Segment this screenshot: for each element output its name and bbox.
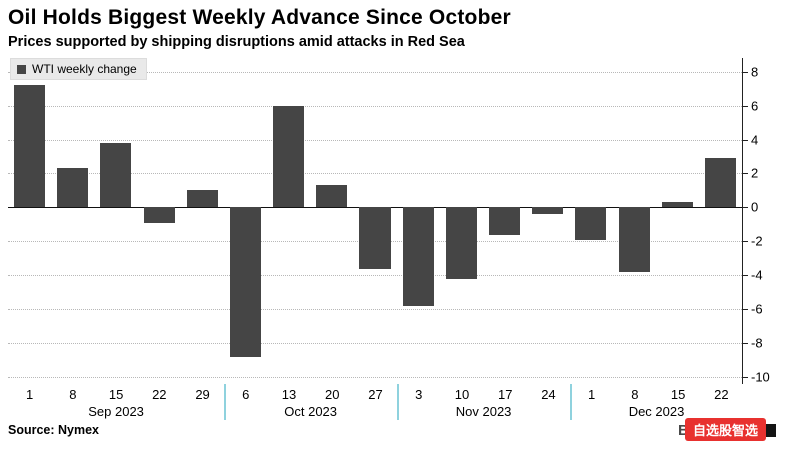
legend-swatch-icon — [17, 64, 26, 74]
y-tick-label: 4 — [751, 132, 759, 147]
bar-24-12 — [532, 207, 564, 215]
x-tick-label: 13 — [281, 387, 297, 402]
y-tickmark — [743, 309, 748, 311]
x-tick-label: 20 — [325, 387, 340, 402]
x-tick-label: 15 — [108, 387, 124, 402]
legend: WTI weekly change — [10, 58, 147, 80]
brand-area: Bloomberg 自选股智选 — [678, 418, 778, 442]
gridline — [8, 173, 742, 175]
x-tick-label: 8 — [631, 387, 639, 402]
legend-label: WTI weekly change — [32, 62, 137, 76]
bar-1-0 — [14, 85, 46, 208]
y-tick-label: -10 — [751, 369, 770, 385]
bar-8-14 — [618, 207, 650, 272]
gridline — [8, 105, 742, 107]
bar-22-3 — [143, 207, 175, 223]
month-separator — [397, 384, 399, 420]
x-tick-label: 10 — [454, 387, 470, 402]
y-tick-label: -2 — [751, 233, 763, 249]
y-tickmark — [743, 207, 748, 209]
x-tick-label: 6 — [242, 387, 250, 402]
bar-chart: WTI weekly change 8 6 4 2 0 -2 -4 -6 -8 -10 1 8 15 2… — [8, 58, 778, 424]
x-tick-label: 8 — [69, 387, 77, 402]
gridline — [8, 71, 742, 73]
y-tick-label: -4 — [751, 267, 763, 283]
bar-3-9 — [402, 207, 434, 306]
bloomberg-logo-mark-icon — [763, 423, 776, 437]
y-tickmark — [743, 71, 748, 73]
bar-6-5 — [229, 207, 261, 357]
month-label: Dec 2023 — [628, 404, 685, 419]
y-tick-label: 2 — [751, 165, 759, 181]
y-tickmark — [743, 275, 748, 277]
bar-20-7 — [316, 185, 348, 208]
bar-10-10 — [445, 207, 477, 279]
page-title: Oil Holds Biggest Weekly Advance Since O… — [8, 6, 511, 29]
plot-area — [8, 58, 743, 384]
y-tickmark — [743, 343, 748, 345]
x-tick-label: 15 — [670, 387, 686, 402]
y-tick-label: -8 — [751, 335, 763, 351]
bar-1-13 — [575, 207, 607, 240]
bar-17-11 — [488, 207, 521, 235]
gridline — [8, 139, 742, 141]
x-tick-label: 27 — [368, 387, 383, 402]
x-tick-label: 1 — [588, 387, 596, 402]
month-separator — [570, 384, 572, 420]
watermark-badge: 自选股智选 — [684, 418, 766, 441]
x-axis: 1 8 15 22 29 6 13 20 27 3 10 17 24 1 8 15 22 Sep 2023 Oct … — [8, 384, 743, 420]
gridline — [8, 377, 742, 379]
gridline — [8, 343, 742, 345]
bar-22-16 — [704, 158, 736, 208]
bar-13-6 — [273, 105, 305, 208]
bar-15-2 — [100, 142, 132, 208]
y-tickmark — [743, 173, 748, 175]
bar-15-15 — [661, 202, 693, 208]
y-tick-label: 0 — [751, 199, 759, 215]
footer: Source: Nymex Bloomberg 自选股智选 — [8, 418, 778, 442]
x-tick-label: 24 — [541, 387, 556, 402]
gridline — [8, 309, 742, 311]
x-tick-label: 17 — [497, 387, 513, 402]
y-tickmark — [743, 377, 748, 379]
month-label: Nov 2023 — [455, 404, 512, 419]
x-tick-label: 1 — [25, 387, 34, 402]
month-separator — [224, 384, 226, 420]
x-tick-label: 22 — [714, 387, 729, 402]
month-label: Sep 2023 — [88, 404, 144, 419]
bar-27-8 — [359, 207, 391, 269]
page-subtitle: Prices supported by shipping disruptions… — [8, 34, 465, 50]
x-tick-label: 29 — [195, 387, 210, 402]
x-tick-label: 3 — [415, 387, 423, 402]
x-tick-label: 22 — [152, 387, 167, 402]
y-tick-label: -6 — [751, 301, 763, 317]
y-tickmark — [743, 241, 748, 243]
bar-29-4 — [186, 190, 218, 208]
y-tickmark — [743, 139, 748, 141]
bar-8-1 — [57, 168, 89, 208]
y-tick-label: 6 — [751, 98, 759, 114]
month-label: Oct 2023 — [284, 404, 338, 419]
gridline — [8, 275, 742, 277]
y-tickmark — [743, 105, 748, 107]
source-label: Source: Nymex — [8, 423, 100, 437]
y-tick-label: 8 — [751, 64, 759, 80]
y-axis: 8 6 4 2 0 -2 -4 -6 -8 -10 — [743, 58, 786, 385]
